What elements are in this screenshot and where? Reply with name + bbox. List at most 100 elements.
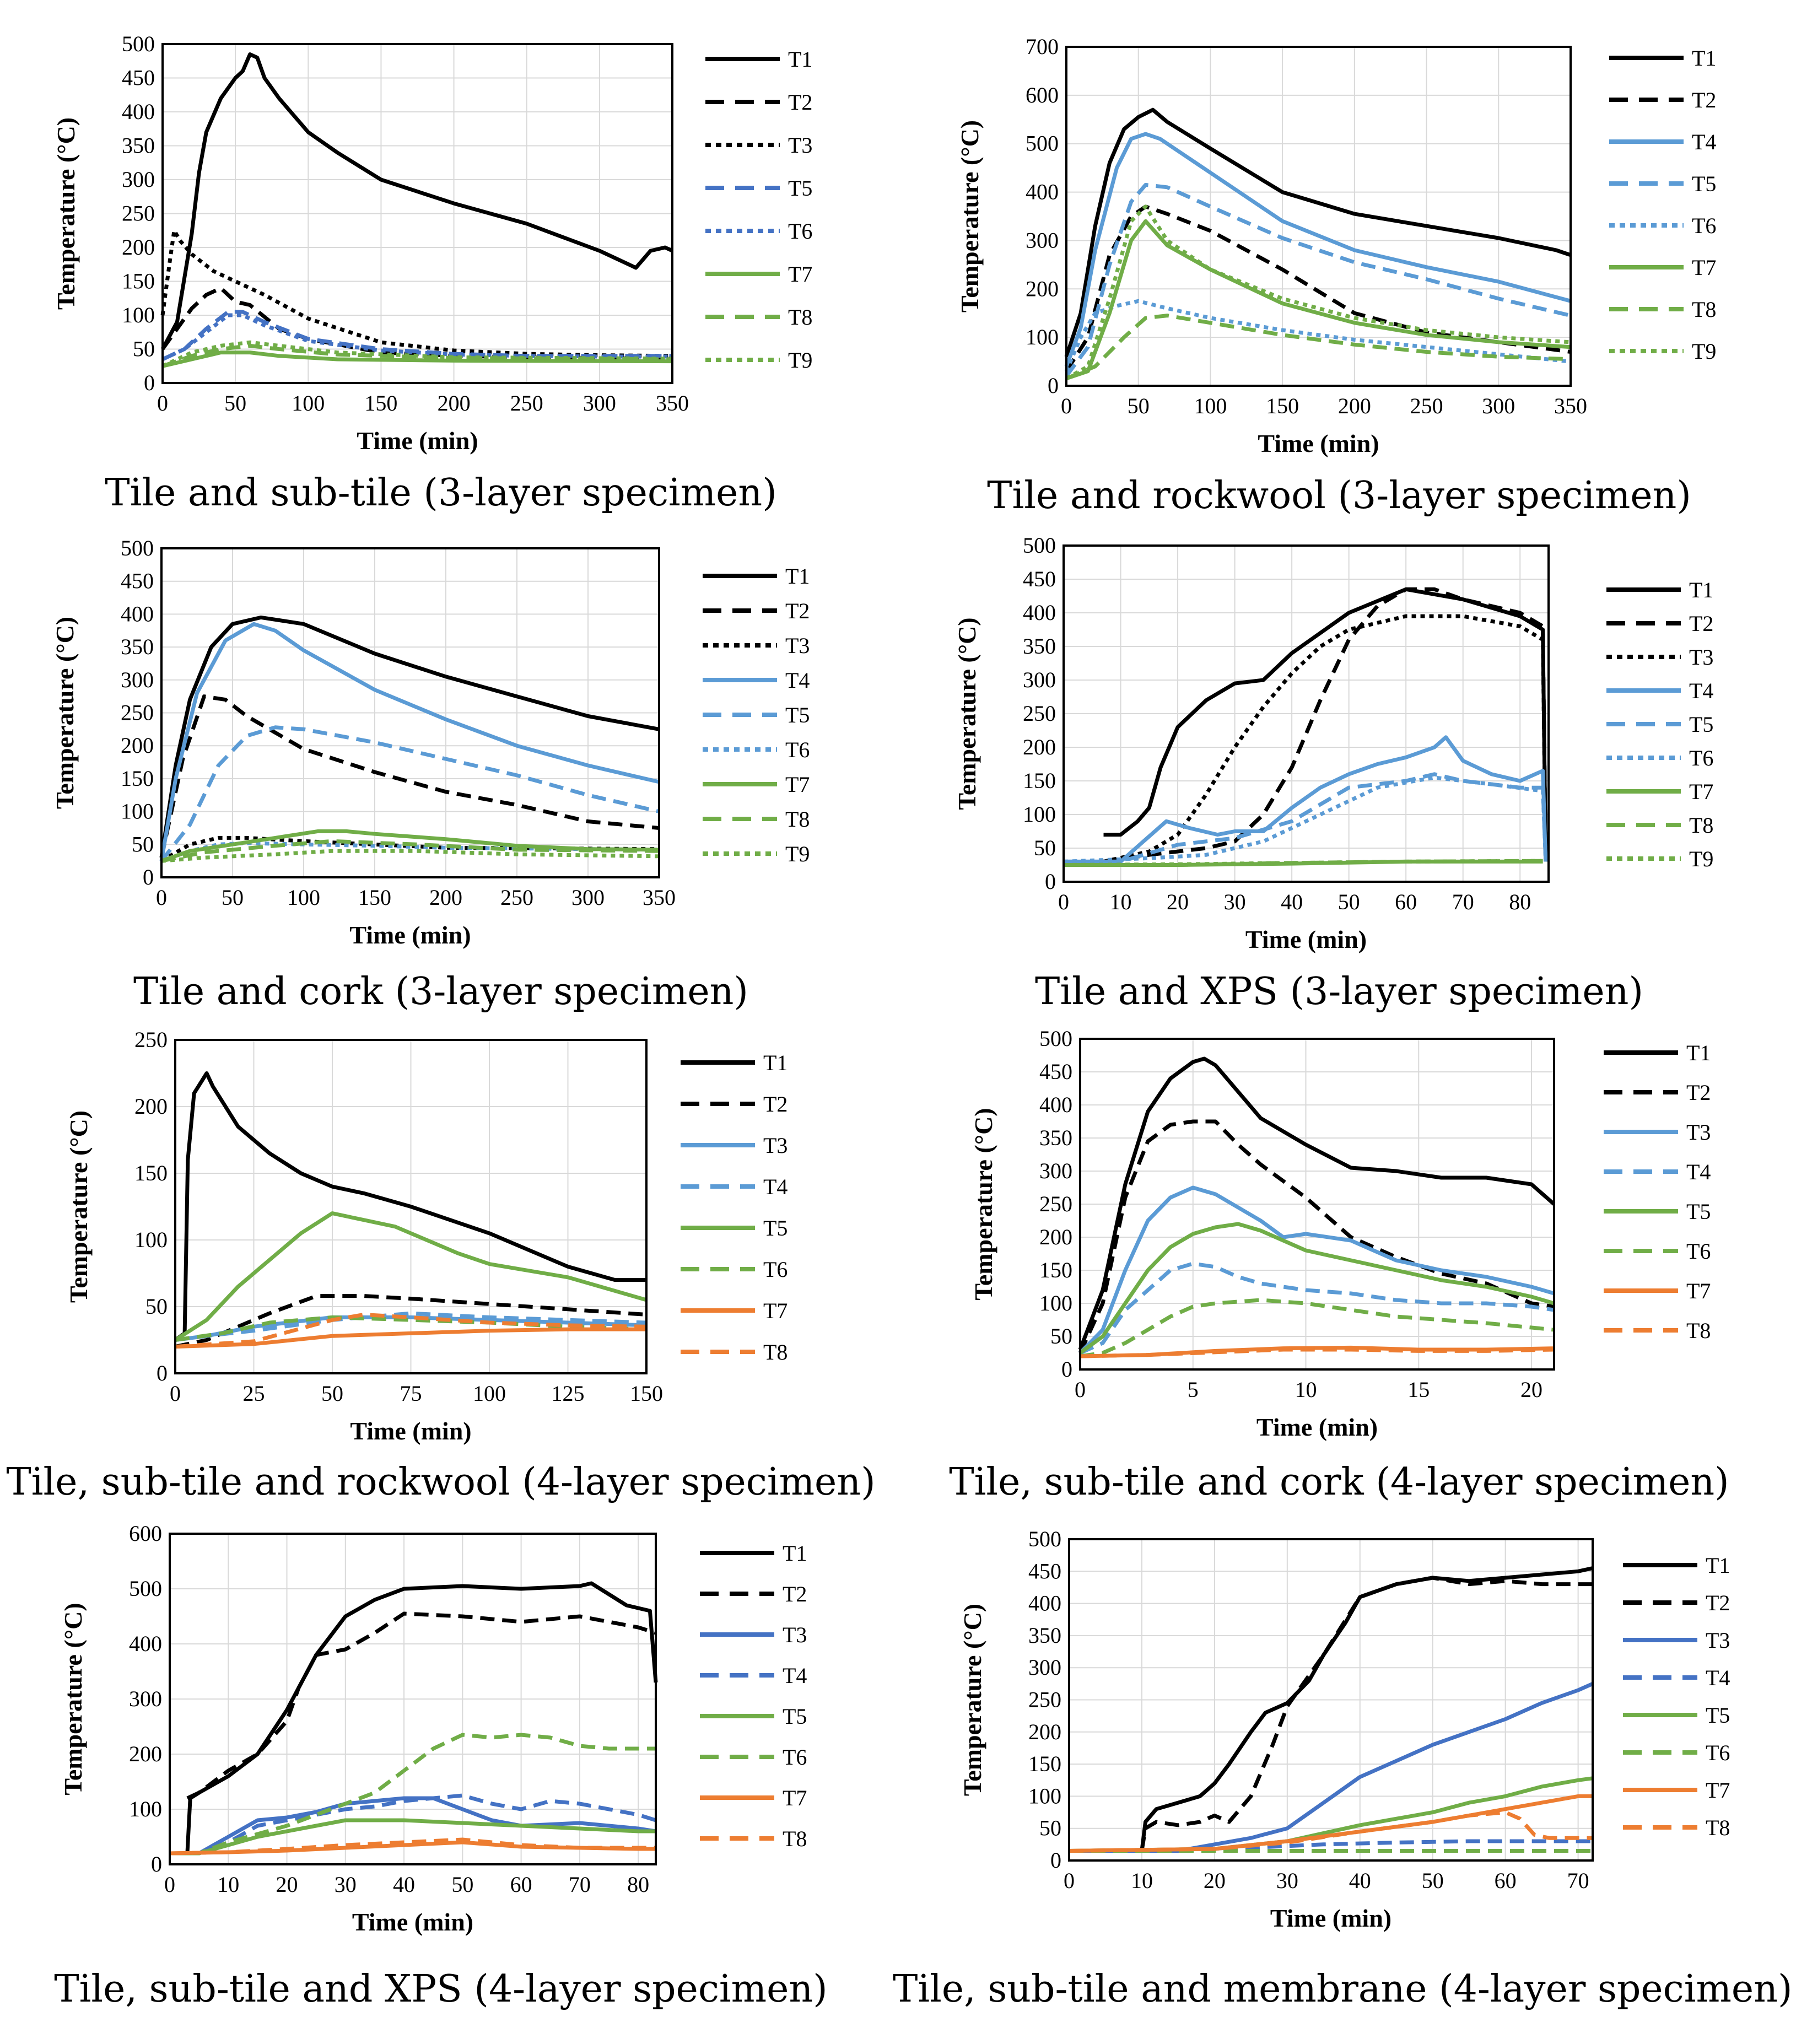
legend-label-t7: T7 <box>783 1786 807 1810</box>
legend-label-t4: T4 <box>1706 1665 1730 1690</box>
chart-panel-1: 0 50 100 150 200 250 300 350 400 450 500 0 50 100 150 2… <box>0 0 882 540</box>
y-tick-label: 500 <box>1023 533 1056 558</box>
x-tick-label: 40 <box>393 1872 415 1897</box>
series-line-t4 <box>170 1793 657 1856</box>
y-tick-label: 0 <box>144 370 155 395</box>
y-axis-title: Temperature (°C) <box>958 1604 986 1796</box>
x-tick-label: 0 <box>1064 1868 1075 1893</box>
y-axis-title: Temperature (°C) <box>956 120 984 312</box>
y-tick-label: 300 <box>1028 1655 1061 1680</box>
y-axis-title: Temperature (°C) <box>969 1108 997 1300</box>
legend-label-t9: T9 <box>788 348 812 373</box>
x-tick-label: 50 <box>1422 1868 1444 1893</box>
y-tick-label: 300 <box>1039 1158 1072 1183</box>
legend-label-t9: T9 <box>1692 339 1716 364</box>
legend-label-t1: T1 <box>785 564 810 589</box>
legend-label-t8: T8 <box>788 305 812 330</box>
series-line-t4 <box>1064 735 1548 864</box>
legend-label-t3: T3 <box>783 1622 807 1647</box>
series-line-t3 <box>175 1315 647 1342</box>
y-tick-label: 250 <box>1028 1687 1061 1712</box>
legend-label-t2: T2 <box>1692 88 1716 112</box>
legend-label-t5: T5 <box>788 176 812 201</box>
legend-label-t5: T5 <box>1706 1703 1730 1728</box>
x-tick-label: 10 <box>217 1872 239 1897</box>
legend-label-t5: T5 <box>785 703 810 727</box>
legend-label-t2: T2 <box>788 90 812 115</box>
chart-panel-7: 0 100 200 300 400 500 600 0 10 20 30 40 50 60 70 80 Time… <box>0 0 882 2044</box>
x-tick-label: 40 <box>1349 1868 1371 1893</box>
y-tick-label: 250 <box>1039 1191 1072 1216</box>
y-tick-label: 400 <box>1023 600 1056 625</box>
y-tick-label: 50 <box>1039 1816 1061 1841</box>
y-tick-label: 150 <box>1023 768 1056 793</box>
y-tick-label: 50 <box>1050 1324 1072 1349</box>
y-tick-label: 50 <box>145 1294 168 1319</box>
x-tick-label: 10 <box>1131 1868 1153 1893</box>
series-line-t5 <box>160 725 660 862</box>
series-line-t8 <box>1080 1347 1555 1358</box>
x-tick-label: 0 <box>1075 1377 1086 1402</box>
legend-label-t6: T6 <box>1689 746 1713 770</box>
legend-label-t2: T2 <box>1706 1590 1730 1615</box>
series-line-t7 <box>175 1327 646 1349</box>
series-line-t2 <box>1078 1119 1555 1354</box>
x-tick-label: 100 <box>473 1381 506 1406</box>
x-tick-label: 250 <box>1410 393 1443 418</box>
x-tick-label: 0 <box>164 1872 175 1897</box>
y-tick-label: 300 <box>129 1686 162 1711</box>
x-tick-label: 20 <box>1167 889 1189 914</box>
plot-frame <box>1063 544 1550 883</box>
y-tick-label: 400 <box>1039 1092 1072 1117</box>
y-tick-label: 400 <box>129 1631 162 1656</box>
legend-label-t3: T3 <box>1686 1120 1711 1145</box>
y-axis-title: Temperature (°C) <box>52 117 80 310</box>
y-tick-label: 450 <box>1023 567 1056 591</box>
y-tick-label: 150 <box>121 766 154 791</box>
legend-label-t7: T7 <box>1706 1778 1730 1803</box>
legend-label-t1: T1 <box>1692 46 1716 71</box>
x-tick-label: 200 <box>1338 393 1371 418</box>
plot-frame <box>161 43 673 384</box>
chart-svg: 0 100 200 300 400 500 600 0 10 20 30 40 50 60 70 80 Time… <box>59 1521 807 1936</box>
x-tick-label: 25 <box>243 1381 265 1406</box>
legend-label-t2: T2 <box>785 598 810 623</box>
series-line-t3 <box>1103 614 1548 864</box>
x-tick-label: 10 <box>1110 889 1132 914</box>
chart-caption: Tile and rockwool (3-layer specimen) <box>987 474 1691 517</box>
x-axis-title: Time (min) <box>352 1908 473 1936</box>
y-axis-title: Temperature (°C) <box>953 617 981 810</box>
chart-panel-2: 0 100 200 300 400 500 600 700 0 50 100 150 200 250 300… <box>0 0 1796 540</box>
y-tick-label: 600 <box>1026 83 1059 107</box>
y-tick-label: 350 <box>1023 634 1056 659</box>
x-tick-label: 0 <box>1058 889 1069 914</box>
x-axis-title: Time (min) <box>1256 1413 1378 1441</box>
legend-label-t3: T3 <box>1689 645 1713 670</box>
y-tick-label: 400 <box>121 601 154 626</box>
series-line-t8 <box>1069 1810 1593 1853</box>
y-tick-label: 200 <box>1023 735 1056 759</box>
chart-panel-5: 0 50 100 150 200 250 0 25 50 75 100 125 150 Time (min… <box>0 0 882 1521</box>
x-tick-label: 150 <box>630 1381 663 1406</box>
x-tick-label: 5 <box>1188 1377 1199 1402</box>
chart-caption: Tile and cork (3-layer specimen) <box>133 970 748 1013</box>
series-line-t9 <box>161 340 673 368</box>
x-axis-title: Time (min) <box>1245 925 1367 953</box>
legend-label-t5: T5 <box>763 1216 788 1241</box>
series-line-t5 <box>1065 182 1571 377</box>
legend-label-t6: T6 <box>1706 1740 1730 1765</box>
y-tick-label: 200 <box>122 235 155 260</box>
y-tick-label: 150 <box>134 1161 168 1185</box>
x-tick-label: 70 <box>1452 889 1474 914</box>
series-line-t2 <box>1065 204 1571 373</box>
x-tick-label: 50 <box>1338 889 1360 914</box>
chart-panel-3: 0 50 100 150 200 250 300 350 400 450 500 0 50 100 150 2… <box>0 0 882 1025</box>
y-tick-label: 200 <box>1026 276 1059 301</box>
y-tick-label: 500 <box>121 536 154 560</box>
y-tick-label: 0 <box>1050 1848 1061 1873</box>
x-tick-label: 100 <box>287 885 320 910</box>
x-tick-label: 0 <box>170 1381 181 1406</box>
y-tick-label: 250 <box>1023 701 1056 726</box>
y-tick-label: 500 <box>129 1576 162 1601</box>
chart-svg: 0 50 100 150 200 250 300 350 400 450 500 0 5 10 15 20 Ti… <box>969 1026 1711 1441</box>
